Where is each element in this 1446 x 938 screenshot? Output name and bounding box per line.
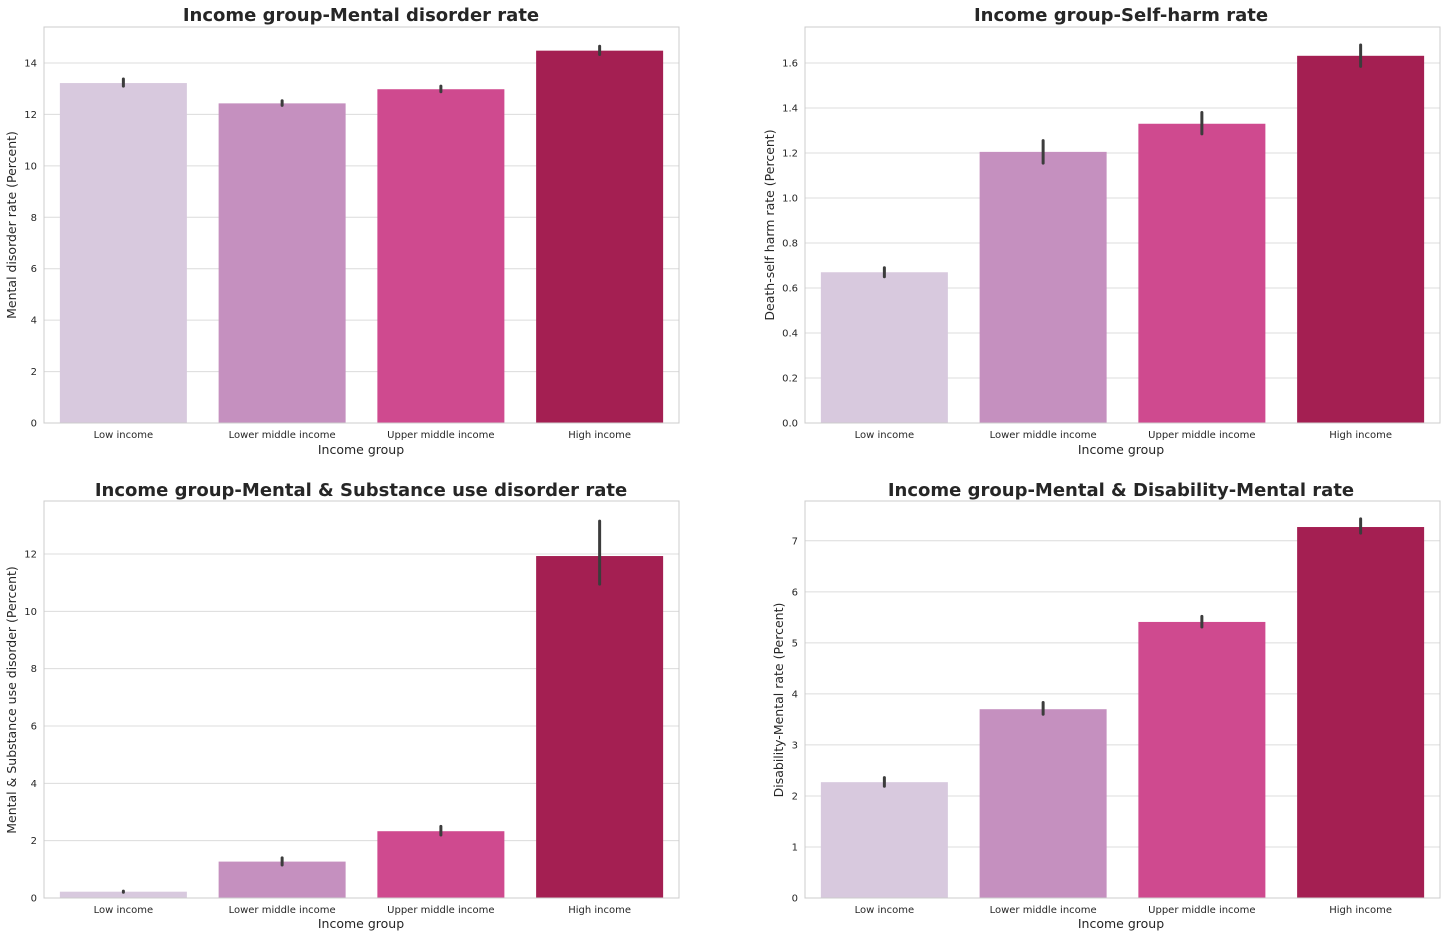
bar	[536, 50, 664, 424]
y-tick-label: 0.4	[782, 329, 798, 340]
x-axis-label: Income group	[1078, 442, 1164, 457]
y-tick-label: 12	[24, 550, 37, 561]
x-tick-label: High income	[1329, 905, 1392, 916]
plot-frame	[43, 500, 680, 899]
y-tick-label: 10	[24, 607, 37, 618]
x-tick-label: Lower middle income	[990, 905, 1097, 916]
bar	[1297, 527, 1425, 898]
y-tick-label: 1.6	[782, 59, 798, 70]
y-tick-label: 0.8	[782, 239, 798, 250]
bar	[377, 831, 505, 898]
y-tick-label: 1	[792, 842, 798, 853]
y-tick-label: 14	[24, 59, 37, 70]
y-axis-label: Death-self harm rate (Percent)	[762, 129, 777, 320]
y-tick-label: 7	[792, 536, 798, 547]
x-tick-label: High income	[568, 905, 631, 916]
y-tick-label: 0	[792, 894, 798, 905]
x-tick-label: Low income	[94, 905, 154, 916]
y-tick-label: 6	[31, 264, 37, 275]
bar	[979, 709, 1107, 898]
x-tick-label: Low income	[855, 905, 915, 916]
y-tick-label: 4	[31, 779, 37, 790]
chart-title: Income group-Mental & Substance use diso…	[95, 480, 627, 501]
chart-panel-mental-disorder: Income group-Mental disorder rate Income…	[4, 5, 680, 457]
bar	[218, 861, 346, 898]
x-tick-label: Upper middle income	[1148, 430, 1255, 441]
y-tick-label: 2	[31, 367, 37, 378]
x-tick-label: Upper middle income	[1148, 905, 1255, 916]
x-tick-label: Upper middle income	[387, 905, 494, 916]
bar	[377, 89, 505, 423]
y-tick-label: 4	[31, 316, 37, 327]
y-tick-label: 10	[24, 161, 37, 172]
y-tick-label: 12	[24, 110, 37, 121]
bar	[536, 556, 664, 898]
chart-panel-substance-use: Income group-Mental & Substance use diso…	[4, 480, 680, 931]
x-tick-label: Lower middle income	[229, 430, 336, 441]
bar	[59, 83, 187, 424]
y-tick-label: 6	[31, 722, 37, 733]
bar	[1138, 123, 1266, 423]
y-tick-label: 5	[792, 638, 798, 649]
chart-title: Income group-Self-harm rate	[974, 5, 1268, 26]
y-tick-label: 6	[792, 587, 798, 598]
y-tick-label: 8	[31, 213, 37, 224]
y-axis-label: Mental & Substance use disorder (Percent…	[4, 566, 19, 834]
y-tick-label: 0	[31, 894, 37, 905]
plot-frame	[804, 26, 1441, 424]
x-tick-label: High income	[568, 430, 631, 441]
x-tick-label: Low income	[855, 430, 915, 441]
chart-panel-disability: Income group-Mental & Disability-Mental …	[771, 480, 1441, 931]
x-axis-label: Income group	[318, 916, 404, 931]
y-tick-label: 4	[792, 689, 798, 700]
y-tick-label: 0	[31, 419, 37, 430]
x-tick-label: Lower middle income	[990, 430, 1097, 441]
bar	[1297, 55, 1425, 424]
y-tick-label: 0.6	[782, 284, 798, 295]
plot-frame	[804, 500, 1441, 899]
x-tick-label: Low income	[94, 430, 154, 441]
y-tick-label: 3	[792, 740, 798, 751]
x-tick-label: Lower middle income	[229, 905, 336, 916]
y-tick-label: 1.0	[782, 194, 798, 205]
bar	[820, 782, 948, 898]
bar	[820, 272, 948, 423]
y-tick-label: 2	[792, 791, 798, 802]
y-tick-label: 1.2	[782, 149, 798, 160]
x-axis-label: Income group	[1078, 916, 1164, 931]
chart-panel-self-harm: Income group-Self-harm rate Income group…	[762, 5, 1441, 457]
bar	[218, 103, 346, 423]
chart-title: Income group-Mental & Disability-Mental …	[888, 480, 1354, 501]
y-tick-label: 1.4	[782, 104, 798, 115]
y-axis-label: Disability-Mental rate (Percent)	[771, 603, 786, 798]
x-tick-label: Upper middle income	[387, 430, 494, 441]
x-tick-label: High income	[1329, 430, 1392, 441]
x-axis-label: Income group	[318, 442, 404, 457]
bar	[59, 891, 187, 898]
bar	[1138, 621, 1266, 898]
y-tick-label: 2	[31, 836, 37, 847]
y-axis-label: Mental disorder rate (Percent)	[4, 131, 19, 319]
y-tick-label: 0.0	[782, 419, 798, 430]
y-tick-label: 8	[31, 664, 37, 675]
y-tick-label: 0.2	[782, 374, 798, 385]
bar	[979, 151, 1107, 423]
plot-frame	[43, 26, 680, 424]
chart-title: Income group-Mental disorder rate	[183, 5, 539, 26]
